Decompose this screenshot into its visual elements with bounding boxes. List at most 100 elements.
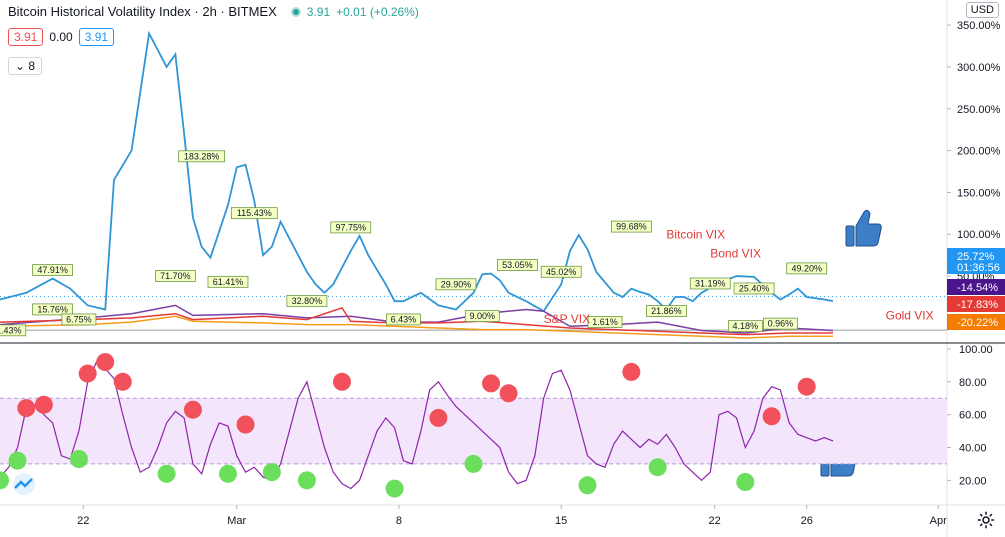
overbought-dot [482,374,501,393]
osc-y-tick-label: 20.00 [959,475,987,487]
data-label-box [32,264,73,276]
data-label-text: 4.18% [733,321,759,331]
x-tick-label: Mar [227,515,246,527]
data-label-box [587,316,623,328]
price-label-box [947,279,1005,295]
data-label-text: 183.28% [184,151,220,161]
data-label-text: 99.68% [616,222,647,232]
oversold-dot [385,479,404,498]
data-label: 32.80% [286,295,328,307]
x-tick-label: 22 [709,515,721,527]
data-label-text: 29.90% [441,279,472,289]
oversold-dot [262,463,281,482]
data-label: 1.43% [0,324,27,337]
data-label-text: 97.75% [335,222,366,232]
ohlc-mid: 0.00 [49,30,73,44]
data-label-box [330,221,372,234]
data-label: 115.43% [230,207,278,220]
data-label-text: 25.40% [739,283,770,293]
data-label-text: 47.91% [37,265,68,275]
oversold-dot [8,451,27,470]
data-label: 0.96% [763,317,798,330]
overbought-dot [236,415,255,434]
data-label-box [207,275,249,288]
y-tick-label: 200.00% [957,146,1001,158]
data-label: 15.76% [32,303,73,316]
currency-badge[interactable]: USD [965,2,999,18]
data-label-box [32,303,73,316]
logo-mark [14,478,33,489]
y-tick-label: 350.00% [957,20,1001,32]
y-tick-label: 250.00% [957,104,1001,116]
price-label: -14.54% [947,279,1005,295]
data-label: 31.19% [689,277,731,290]
price-label: 25.72%01:36:56 [947,248,1005,274]
data-label-text: 71.70% [160,271,191,281]
data-label-text: 115.43% [237,208,272,218]
price-label-box [947,248,1005,274]
data-label-text: 0.96% [768,319,794,329]
tradingview-logo-icon [13,473,35,495]
data-label-box [496,259,538,271]
data-label-box [0,324,27,337]
overbought-dot [622,362,641,381]
overbought-dot [17,399,36,418]
x-tick-label: 26 [801,515,813,527]
oversold-dot [578,476,597,495]
oversold-dot [69,450,88,468]
x-tick-label: Apr [930,515,947,527]
data-label-box [646,305,687,317]
data-label-box [763,317,798,330]
data-label-text: 61.41% [213,277,244,287]
gear-icon[interactable] [977,511,995,529]
overbought-dot [113,372,132,391]
data-label: 99.68% [610,220,652,233]
data-label: 25.40% [733,282,775,295]
data-label-text: 1.61% [592,317,618,327]
data-label: 6.75% [61,313,97,326]
data-label-box [689,277,731,290]
data-label: 61.41% [207,275,249,288]
data-label-text: 45.02% [546,267,577,277]
osc-y-tick-label: 40.00 [959,443,987,455]
oscillator-band [0,398,947,464]
data-label: 49.20% [786,262,828,275]
price-label-text: -20.22% [957,317,998,329]
data-label: 29.90% [435,278,477,291]
data-label: 71.70% [155,270,196,282]
ohlc-right[interactable]: 3.91 [78,28,115,46]
data-label-box [435,278,477,291]
last-value: 3.91 [306,4,331,19]
data-label: 53.05% [496,259,538,271]
data-label-box [464,310,500,322]
data-label: 21.86% [646,305,687,317]
data-label-box [178,150,226,163]
oversold-dot [464,454,483,473]
data-label-box [286,295,328,307]
thumbs-up-icon [845,209,882,247]
series-toggle-button[interactable]: ⌄ 8 [8,57,43,75]
oversold-dot [736,473,755,491]
price-label-text: -17.83% [957,299,998,311]
ohlc-left[interactable]: 3.91 [8,28,44,46]
y-tick-label: 100.00% [957,229,1001,241]
data-label-text: 49.20% [791,263,822,273]
data-label: 97.75% [330,221,372,234]
overbought-dot [332,372,351,391]
data-label-box [230,207,278,220]
data-label: 4.18% [727,320,763,332]
thumbs-up-icon-cuff [845,225,855,247]
osc-y-tick-label: 100.00 [959,344,993,356]
chevron-down-icon: ⌄ [15,59,26,73]
data-label: 1.61% [587,316,623,328]
series-line-0 [0,30,834,313]
data-label-box [727,320,763,332]
data-label-text: 32.80% [292,296,323,306]
data-label-text: 15.76% [37,304,68,314]
overbought-dot [499,384,518,403]
x-tick-label: 15 [555,515,567,527]
overbought-dot [34,395,53,414]
data-label-box [610,220,652,233]
